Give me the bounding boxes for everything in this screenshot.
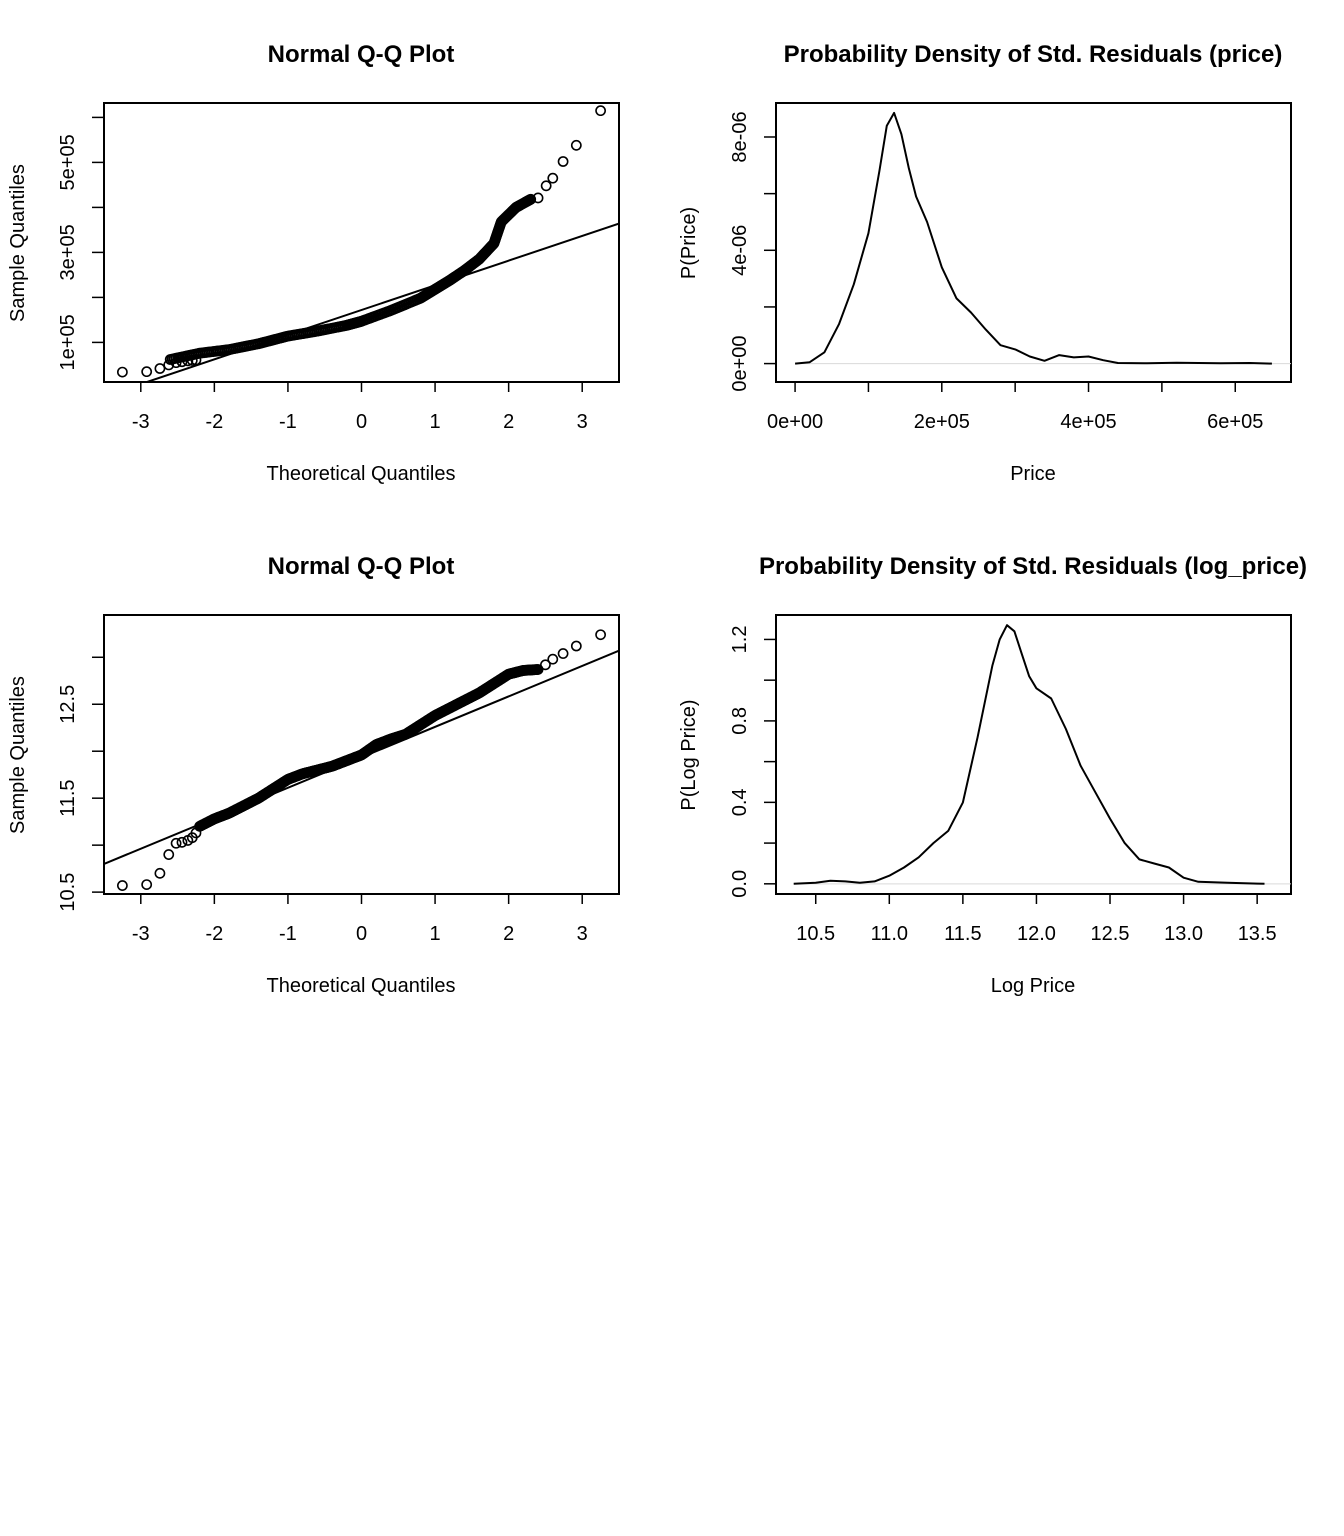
y-tick-label: 10.5: [57, 873, 79, 912]
data-point: [141, 366, 153, 378]
x-tick-label: 12.0: [1017, 923, 1056, 945]
x-tick-label: -3: [132, 923, 150, 945]
data-point: [163, 849, 175, 860]
density-plot-price: Probability Density of Std. Residuals (p…: [678, 41, 1292, 485]
x-tick-label: -1: [279, 411, 297, 433]
data-point: [116, 366, 128, 378]
y-tick-label: 0.4: [729, 788, 751, 816]
data-point: [163, 359, 175, 371]
x-tick-label: 0: [356, 923, 367, 945]
x-tick-label: 11.5: [944, 923, 981, 945]
plot-area: [793, 624, 1291, 885]
y-axis-title: Sample Quantiles: [7, 676, 29, 834]
y-axis-title: Sample Quantiles: [7, 164, 29, 322]
x-tick-label: 3: [577, 411, 588, 433]
qq-reference-line: [143, 222, 619, 382]
x-tick-label: 13.5: [1238, 923, 1277, 945]
y-tick-label: 0e+00: [729, 336, 751, 392]
y-tick-label: 8e-06: [729, 111, 751, 162]
chart-title: Probability Density of Std. Residuals (p…: [784, 41, 1283, 68]
data-point: [116, 880, 128, 891]
data-point: [557, 648, 569, 659]
data-point: [532, 192, 544, 204]
data-point: [525, 193, 537, 205]
data-point: [170, 837, 182, 849]
data-point: [532, 664, 544, 675]
y-tick-label: 12.5: [57, 685, 79, 724]
plot-area: [795, 111, 1291, 365]
plot-frame: [775, 102, 1292, 383]
data-point: [190, 354, 202, 366]
x-axis-title: Price: [1010, 463, 1056, 485]
chart-title: Probability Density of Std. Residuals (l…: [759, 553, 1307, 580]
y-tick-label: 0.0: [729, 870, 751, 898]
y-axis-title: P(Price): [678, 207, 700, 279]
data-point: [595, 629, 607, 641]
data-point: [540, 659, 551, 671]
x-axis-title: Theoretical Quantiles: [267, 975, 456, 997]
x-axis-title: Log Price: [991, 975, 1076, 997]
x-tick-label: 0: [356, 411, 367, 433]
data-point: [170, 357, 182, 369]
y-tick-label: 5e+05: [57, 134, 79, 190]
data-point: [186, 354, 198, 366]
x-tick-label: 3: [577, 923, 588, 945]
y-axis-title: P(Log Price): [678, 699, 700, 810]
x-tick-label: 6e+05: [1207, 411, 1263, 433]
x-tick-label: 0e+00: [767, 411, 823, 433]
x-tick-label: 1: [430, 411, 441, 433]
x-tick-label: 4e+05: [1060, 411, 1116, 433]
plot-frame: [103, 102, 620, 383]
density-curve: [795, 111, 1272, 365]
x-tick-label: 11.0: [871, 923, 908, 945]
data-point: [570, 139, 582, 151]
data-point: [176, 356, 188, 368]
x-tick-label: -2: [205, 411, 223, 433]
data-point: [547, 172, 559, 184]
x-tick-label: -1: [279, 923, 297, 945]
density-curve: [793, 624, 1265, 885]
plot-area: [104, 629, 619, 891]
data-point: [190, 827, 202, 839]
y-tick-label: 3e+05: [57, 224, 79, 280]
chart-title: Normal Q-Q Plot: [268, 553, 455, 580]
plot-frame: [775, 614, 1292, 895]
data-point: [154, 363, 166, 374]
x-tick-label: 12.5: [1091, 923, 1130, 945]
y-tick-label: 0.8: [729, 707, 751, 735]
data-point: [547, 653, 559, 665]
x-tick-label: 13.0: [1164, 923, 1203, 945]
y-tick-label: 4e-06: [729, 225, 751, 276]
data-point: [141, 879, 153, 891]
data-point: [182, 355, 194, 367]
x-tick-label: -3: [132, 411, 150, 433]
qq-plot-price: Normal Q-Q Plot Theoretical Quantiles Sa…: [7, 41, 620, 485]
data-point: [176, 836, 188, 848]
data-point: [570, 640, 582, 652]
y-tick-label: 1.2: [729, 626, 751, 654]
x-tick-label: 2e+05: [914, 411, 970, 433]
x-tick-label: 2: [503, 923, 514, 945]
chart-title: Normal Q-Q Plot: [268, 41, 455, 68]
x-axis-title: Theoretical Quantiles: [267, 463, 456, 485]
qq-plot-log-price: Normal Q-Q Plot Theoretical Quantiles Sa…: [7, 553, 620, 997]
data-point: [154, 867, 166, 879]
x-tick-label: 10.5: [796, 923, 835, 945]
x-tick-label: 1: [430, 923, 441, 945]
plot-area: [116, 105, 619, 382]
data-point: [595, 105, 607, 117]
x-tick-label: -2: [205, 923, 223, 945]
y-tick-label: 1e+05: [57, 314, 79, 370]
density-plot-log-price: Probability Density of Std. Residuals (l…: [678, 553, 1307, 997]
data-point: [557, 156, 569, 167]
data-point: [540, 180, 552, 192]
x-tick-label: 2: [503, 411, 514, 433]
y-tick-label: 11.5: [57, 779, 79, 816]
